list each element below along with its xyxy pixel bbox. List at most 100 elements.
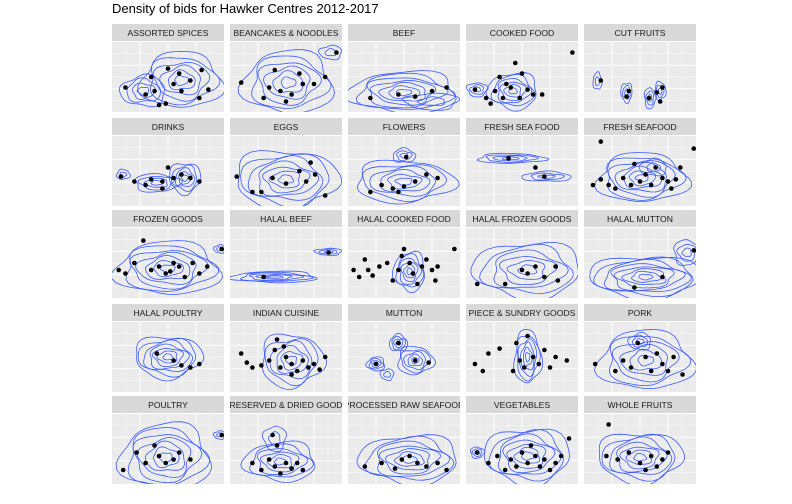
density-contour: [264, 338, 319, 387]
data-point: [660, 85, 665, 90]
data-point: [598, 139, 604, 144]
data-point: [322, 74, 328, 80]
data-point: [148, 74, 154, 80]
panel-content: [115, 421, 224, 484]
data-point: [566, 436, 572, 441]
data-point: [519, 450, 525, 455]
data-point: [553, 460, 558, 466]
density-contour: [537, 174, 556, 179]
density-contour: [313, 247, 342, 256]
data-point: [486, 351, 491, 356]
density-contour: [646, 162, 661, 173]
facet-label: POULTRY: [148, 400, 188, 410]
data-point: [525, 460, 530, 466]
data-point: [289, 92, 294, 97]
facet-panel: FROZEN GOODS: [112, 210, 224, 298]
data-point: [654, 464, 660, 469]
data-point: [671, 354, 676, 360]
data-point: [204, 264, 210, 269]
data-point: [444, 467, 449, 473]
density-contour: [594, 329, 696, 389]
data-point: [297, 71, 302, 76]
density-contour: [371, 360, 382, 369]
data-point: [259, 189, 264, 195]
data-point: [514, 340, 519, 346]
density-contour: [498, 256, 559, 285]
data-point: [429, 88, 435, 94]
data-point: [606, 182, 611, 188]
data-point: [613, 368, 618, 374]
data-point: [182, 274, 188, 280]
density-contour: [521, 170, 572, 182]
panel-content: [592, 329, 696, 389]
facet-label: PIECE & SUNDRY GOODS: [469, 308, 576, 318]
density-contour: [620, 82, 633, 105]
density-contour: [502, 439, 556, 474]
data-point: [300, 358, 306, 363]
facet-strip: [230, 396, 342, 413]
facet-panel: PRESERVED & DRIED GOODS: [230, 396, 342, 484]
data-point: [278, 471, 283, 476]
density-contour: [151, 347, 184, 368]
data-point: [238, 351, 244, 356]
data-point: [542, 457, 547, 462]
data-point: [300, 81, 306, 87]
density-contour: [240, 153, 330, 206]
facet-label: EGGS: [274, 122, 299, 132]
data-point: [530, 92, 536, 97]
chart-title: Density of bids for Hawker Centres 2012-…: [112, 1, 379, 16]
data-point: [206, 87, 211, 92]
density-contour: [380, 169, 431, 192]
data-point: [517, 95, 523, 101]
data-point: [648, 182, 654, 188]
density-contour: [469, 84, 484, 95]
density-contour: [497, 78, 533, 104]
density-contour: [613, 266, 675, 289]
density-contour: [479, 243, 574, 294]
density-contour: [399, 257, 423, 285]
data-point: [547, 467, 553, 473]
data-point: [508, 457, 514, 462]
density-contour: [607, 160, 676, 198]
data-point: [176, 264, 182, 269]
density-contour: [673, 239, 696, 266]
density-contour: [143, 339, 193, 373]
data-point: [429, 267, 435, 273]
data-point: [283, 354, 289, 360]
data-point: [123, 271, 128, 276]
density-contour: [627, 331, 651, 351]
density-contour: [610, 263, 686, 292]
density-contour: [513, 329, 544, 384]
density-contour: [503, 84, 522, 98]
data-point: [351, 267, 356, 273]
data-point: [424, 464, 429, 469]
density-contour: [400, 349, 431, 374]
data-point: [308, 160, 313, 165]
density-contour: [391, 335, 407, 351]
density-contour: [125, 245, 220, 292]
facet-strip: [230, 304, 342, 321]
facet-strip: [348, 118, 460, 135]
density-contour: [502, 156, 520, 161]
data-point: [435, 264, 440, 269]
density-contour: [150, 180, 164, 186]
data-point: [678, 165, 683, 170]
data-point: [143, 92, 148, 97]
data-point: [542, 174, 547, 179]
density-contour: [152, 61, 211, 102]
data-point: [564, 358, 570, 363]
data-point: [680, 372, 685, 377]
data-point: [424, 172, 429, 177]
data-point: [171, 175, 176, 181]
density-contour: [365, 356, 386, 372]
density-contour: [530, 172, 565, 181]
density-contour: [266, 453, 293, 469]
data-point: [628, 182, 634, 188]
density-contour: [396, 150, 413, 162]
density-contour: [391, 250, 425, 294]
data-point: [311, 361, 317, 367]
data-point: [123, 85, 128, 90]
data-point: [165, 66, 171, 71]
data-point: [317, 367, 322, 372]
